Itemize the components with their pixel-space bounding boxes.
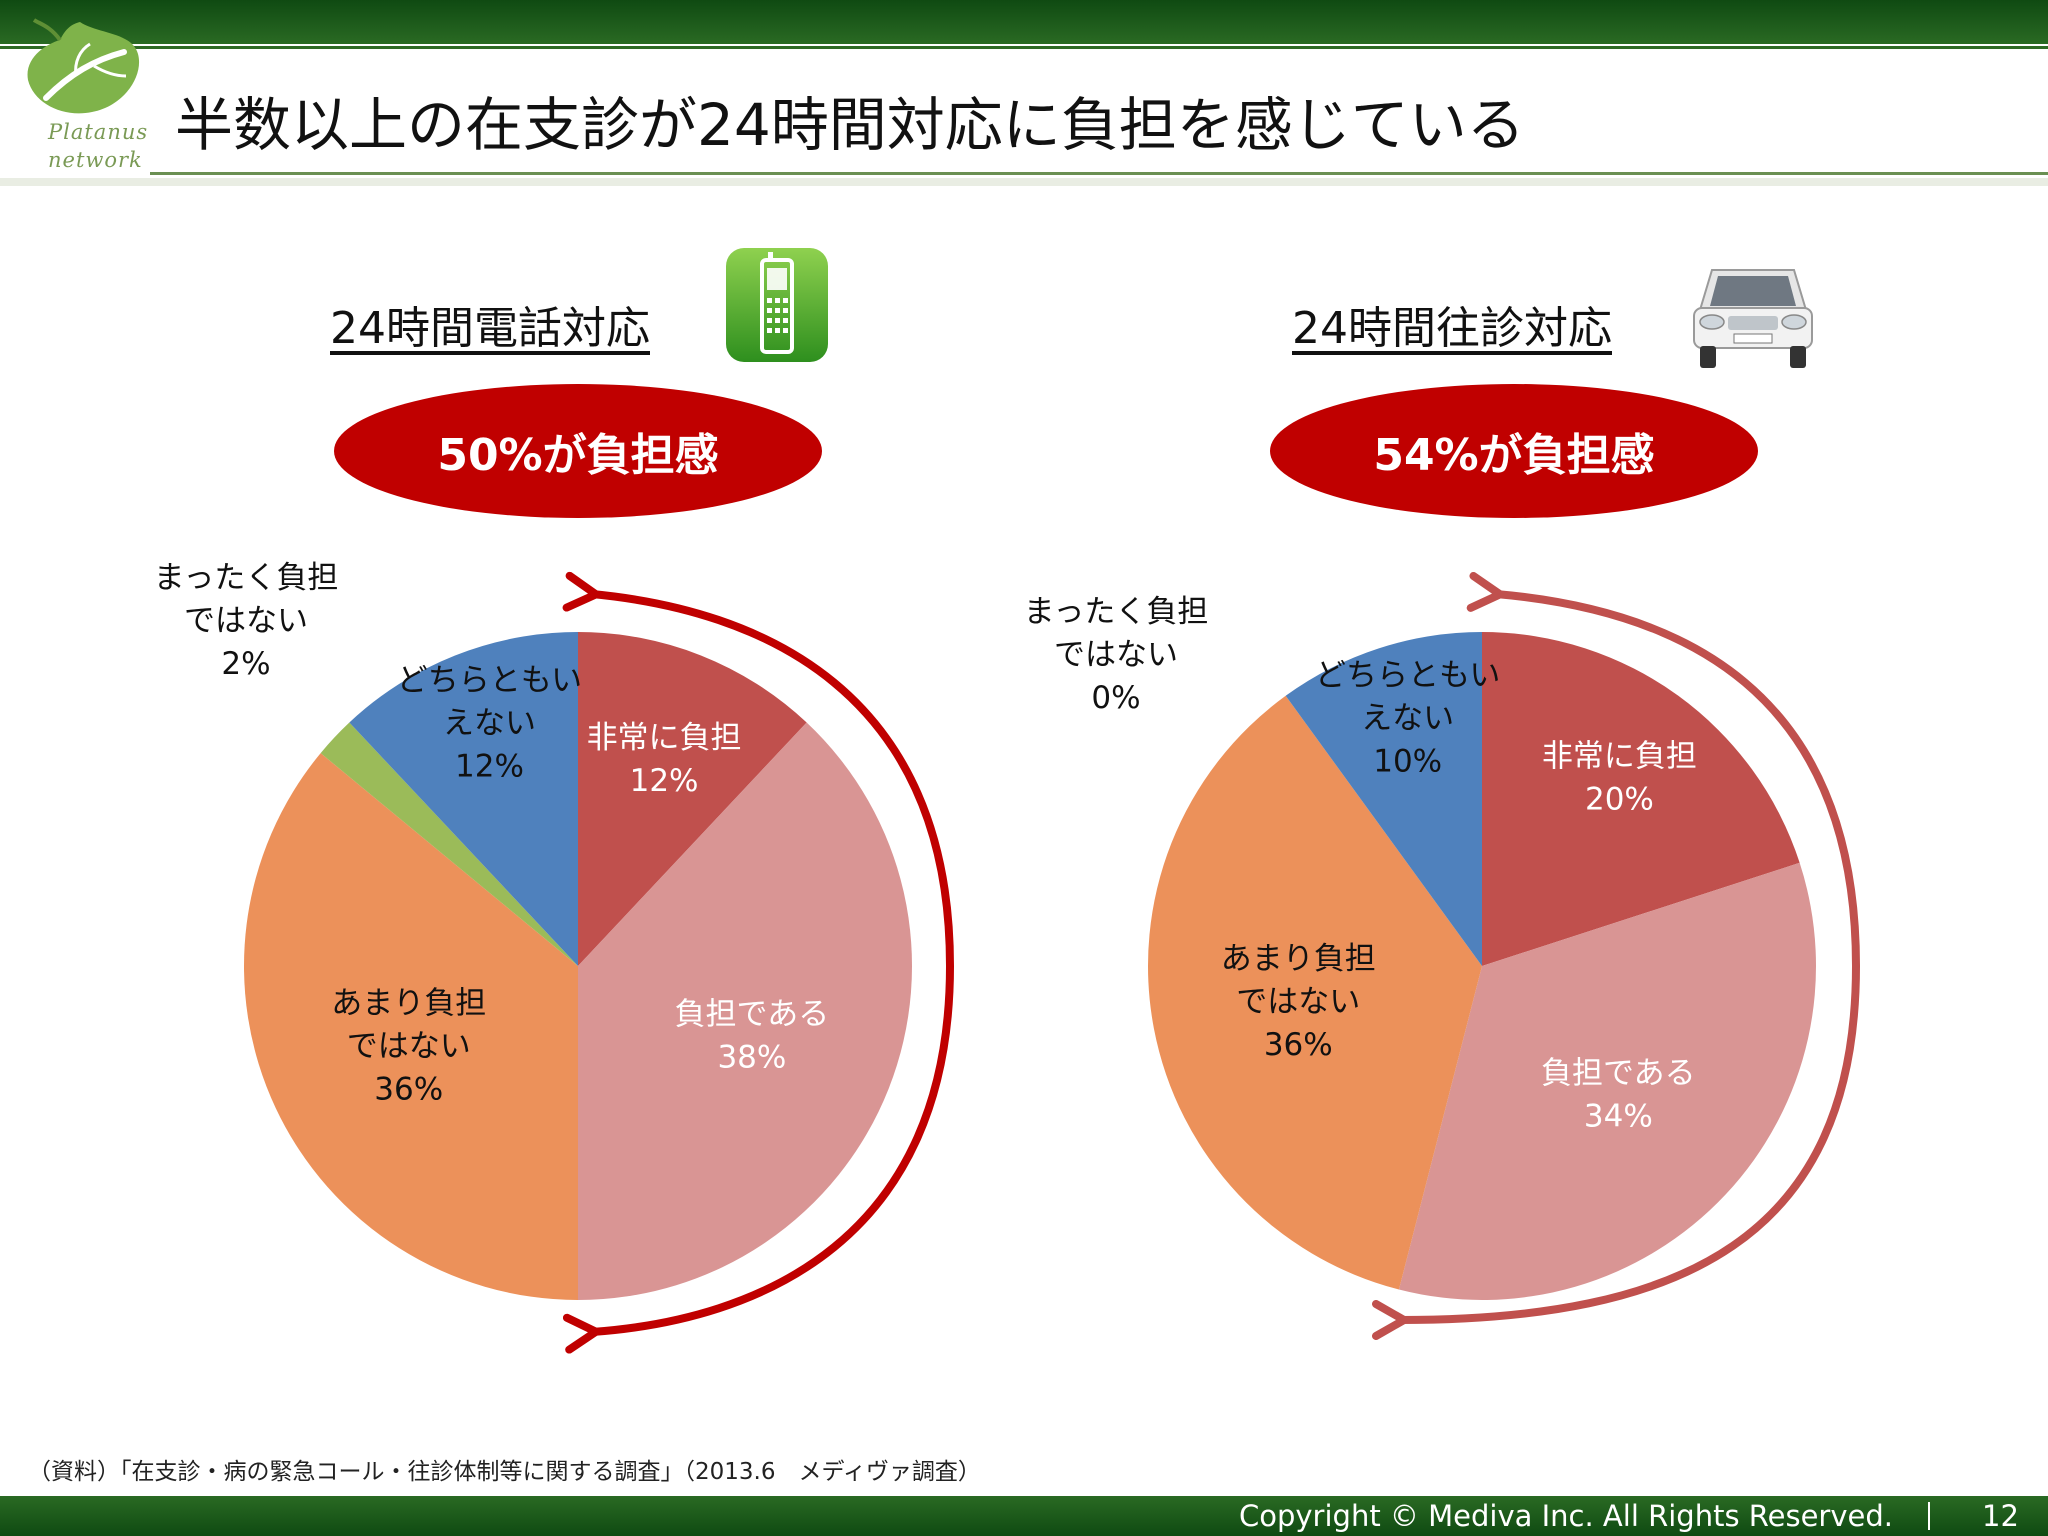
chart1-slice-neutral [349,632,578,966]
chart1-category-label-neutral: どちらともい [397,662,582,698]
car-icon [1693,269,1813,368]
page-number: 12 [1982,1499,2019,1533]
chart2-slice-very-burden [1482,632,1800,966]
copyright: Copyright © Mediva Inc. All Rights Reser… [1239,1499,1893,1533]
chart1-category-label-no-burden: まったく負担 [154,560,339,596]
top-bar [0,0,2048,44]
chart2-category-label-burden: 負担である [1541,1056,1696,1092]
chart2-category-label-neutral: どちらともい [1315,657,1500,693]
chart2-category-label-not-much-burden: あまり負担 [1221,941,1376,977]
source-footnote: （資料）「在支診・病の緊急コール・往診体制等に関する調査」（2013.6 メディ… [28,1459,981,1485]
chart1-slice-not-much-burden [244,753,578,1300]
chart2-slice-burden [1398,862,1816,1300]
chart1-burden-bracket-arrow [562,571,955,1354]
chart1-category-label-no-burden: ではない [184,603,308,639]
chart1-slice-very-burden [578,632,807,966]
chart1-category-label-neutral: えない [443,705,536,741]
leaf-icon [27,18,140,114]
chart2-value-label-burden: 34% [1584,1099,1653,1135]
chart1-value-label-very-burden: 12% [630,763,699,799]
chart1-value-label-not-much-burden: 36% [374,1072,443,1108]
chart2-value-label-neutral: 10% [1373,743,1442,779]
chart2-subtitle: 24時間往診対応 [1292,303,1612,354]
footer-bar: Copyright © Mediva Inc. All Rights Reser… [0,1496,2048,1536]
chart2-category-label-neutral: えない [1361,700,1454,736]
page-title: 半数以上の在支診が24時間対応に負担を感じている [175,91,1525,159]
chart2-burden-bracket-arrow [1371,571,1861,1341]
chart2-category-label-very-burden: 非常に負担 [1542,738,1697,774]
chart2-summary-badge: 54%が負担感 [1270,384,1758,518]
chart2-category-label-no-burden: まったく負担 [1024,594,1209,630]
chart1-category-label-burden: 負担である [675,996,830,1032]
chart2-value-label-not-much-burden: 36% [1264,1027,1333,1063]
chart2-value-label-very-burden: 20% [1585,781,1654,817]
chart1-category-label-not-much-burden: ではない [347,1029,471,1065]
footer-separator [1928,1502,1930,1530]
chart1-slice-no-burden [320,722,578,966]
pie-charts: 非常に負担12%負担である38%あまり負担ではない36%まったく負担ではない2%… [154,560,1861,1354]
chart2-slice-not-much-burden [1147,695,1482,1290]
chart1-summary-badge: 50%が負担感 [334,384,822,518]
logo-text-line2: network [48,148,143,172]
chart1-category-label-very-burden: 非常に負担 [587,720,742,756]
top-bar-line [0,46,2048,49]
logo-text-line1: Platanus [48,120,149,144]
chart1-pie: 非常に負担12%負担である38%あまり負担ではない36%まったく負担ではない2%… [154,560,913,1300]
chart1-category-label-not-much-burden: あまり負担 [331,986,486,1022]
chart2-value-label-no-burden: 0% [1091,680,1140,716]
chart1-slice-burden [578,722,913,1300]
phone-icon [726,248,828,362]
chart1-value-label-neutral: 12% [455,748,524,784]
header-rule [150,172,2048,175]
chart2-slice-neutral [1285,632,1482,966]
chart1-subtitle: 24時間電話対応 [330,303,650,354]
chart2-category-label-no-burden: ではない [1054,637,1178,673]
header-band [0,178,2048,186]
logo: Platanus network [20,14,150,174]
chart2-pie: 非常に負担20%負担である34%あまり負担ではない36%まったく負担ではない0%… [1024,594,1816,1300]
chart2-category-label-not-much-burden: ではない [1236,984,1360,1020]
chart1-value-label-no-burden: 2% [221,646,270,682]
chart1-value-label-burden: 38% [717,1039,786,1075]
